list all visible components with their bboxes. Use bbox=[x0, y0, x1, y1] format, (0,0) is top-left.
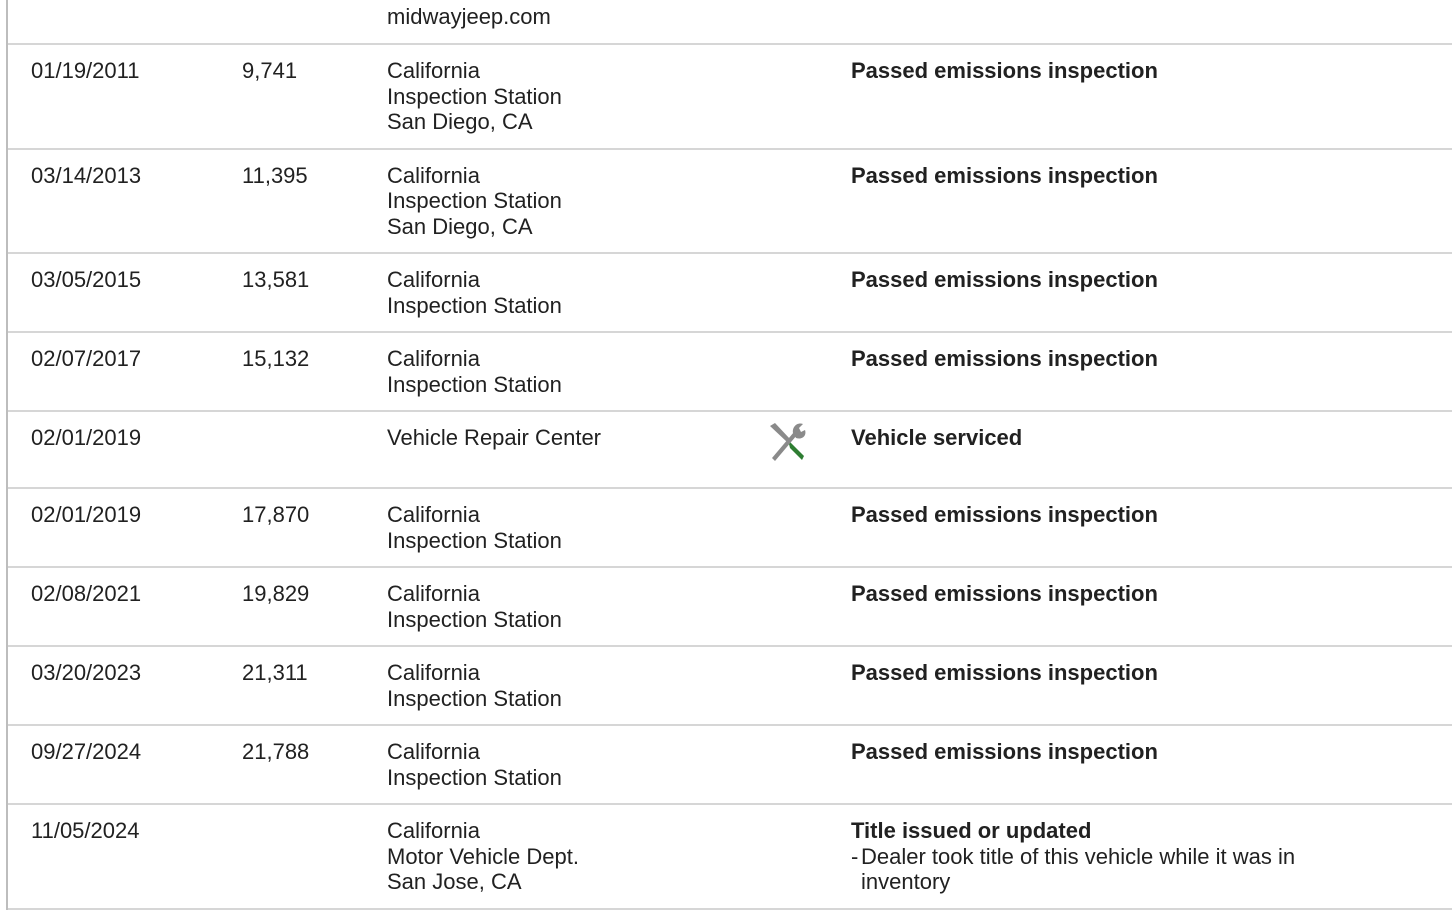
mileage: 15,132 bbox=[242, 346, 310, 371]
comment: Passed emissions inspection bbox=[851, 581, 1351, 607]
comment-title: Passed emissions inspection bbox=[851, 58, 1158, 83]
comment: Passed emissions inspection bbox=[851, 739, 1351, 765]
service-icon bbox=[770, 423, 806, 461]
source-line: Inspection Station bbox=[387, 292, 562, 318]
source-line: California bbox=[387, 58, 480, 83]
date: 01/19/2011 bbox=[31, 58, 140, 83]
comment: Passed emissions inspection bbox=[851, 58, 1351, 84]
comment: Passed emissions inspection bbox=[851, 660, 1351, 686]
history-row: 02/01/2019 Vehicle Repair Center Vehicle s… bbox=[8, 412, 1452, 489]
comment-detail: Dealer took title of this vehicle while … bbox=[851, 844, 1351, 895]
date: 02/01/2019 bbox=[31, 502, 142, 527]
date: 03/14/2013 bbox=[31, 162, 142, 188]
source-line: California bbox=[387, 660, 480, 685]
source-line: Inspection Station bbox=[387, 188, 562, 213]
comment-title: Title issued or updated bbox=[851, 818, 1092, 843]
source-line: San Jose, CA bbox=[387, 869, 522, 894]
source-line: Inspection Station bbox=[387, 606, 562, 632]
history-row: midwayjeep.com bbox=[8, 0, 1452, 45]
source: California Inspection Station bbox=[387, 581, 787, 632]
comment: Passed emissions inspection bbox=[851, 267, 1351, 293]
source-line: midwayjeep.com bbox=[387, 4, 551, 29]
source-line: California bbox=[387, 818, 480, 843]
source: California Inspection Station bbox=[387, 267, 787, 318]
history-row: 03/20/2023 21,311 California Inspection Sta… bbox=[8, 647, 1452, 726]
comment-title: Passed emissions inspection bbox=[851, 502, 1158, 527]
history-row: 02/08/2021 19,829 California Inspection Sta… bbox=[8, 568, 1452, 647]
source-line: Vehicle Repair Center bbox=[387, 425, 602, 450]
mileage: 13,581 bbox=[242, 267, 310, 292]
source: California Inspection Station San Diego, C… bbox=[387, 163, 787, 240]
comment: Title issued or updatedDealer took title… bbox=[851, 818, 1351, 895]
date: 09/27/2024 bbox=[31, 739, 142, 764]
source-line: Inspection Station bbox=[387, 527, 562, 553]
source-line: Motor Vehicle Dept. bbox=[387, 843, 579, 869]
history-row: 02/07/2017 15,132 California Inspection Sta… bbox=[8, 333, 1452, 412]
comment-title: Passed emissions inspection bbox=[851, 267, 1158, 292]
source: California Motor Vehicle Dept. San Jose, C… bbox=[387, 818, 787, 895]
comment-title: Passed emissions inspection bbox=[851, 660, 1158, 685]
comment-title: Vehicle serviced bbox=[851, 425, 1023, 450]
source-line: San Diego, CA bbox=[387, 213, 533, 239]
history-row: 09/27/2024 21,788 California Inspection Sta… bbox=[8, 726, 1452, 805]
source-line: California bbox=[387, 267, 480, 292]
source-line: California bbox=[387, 739, 480, 764]
source-line: Inspection Station bbox=[387, 764, 562, 790]
history-table: midwayjeep.com 01/19/2011 9,741 California I… bbox=[6, 0, 1452, 910]
history-row: 03/05/2015 13,581 California Inspection Sta… bbox=[8, 254, 1452, 333]
source-line: California bbox=[387, 346, 480, 371]
date: 02/08/2021 bbox=[31, 581, 142, 606]
comment-title: Passed emissions inspection bbox=[851, 739, 1158, 764]
source-line: Inspection Station bbox=[387, 371, 562, 397]
comment: Passed emissions inspection bbox=[851, 502, 1351, 528]
comment: Passed emissions inspection bbox=[851, 163, 1351, 189]
mileage: 17,870 bbox=[242, 502, 310, 527]
comment: Vehicle serviced bbox=[851, 425, 1351, 451]
source: California Inspection Station bbox=[387, 660, 787, 711]
date: 02/07/2017 bbox=[31, 346, 142, 371]
date: 11/05/2024 bbox=[31, 818, 140, 843]
date: 03/20/2023 bbox=[31, 660, 142, 685]
mileage: 9,741 bbox=[242, 58, 298, 83]
comment: Passed emissions inspection bbox=[851, 346, 1351, 372]
source-line: California bbox=[387, 581, 480, 606]
comment-title: Passed emissions inspection bbox=[851, 346, 1158, 371]
source-line: California bbox=[387, 162, 480, 188]
mileage: 21,311 bbox=[242, 660, 308, 685]
mileage: 19,829 bbox=[242, 581, 310, 606]
source: California Inspection Station bbox=[387, 502, 787, 553]
date: 03/05/2015 bbox=[31, 267, 142, 292]
comment-title: Passed emissions inspection bbox=[851, 581, 1158, 606]
source-line: Inspection Station bbox=[387, 83, 562, 109]
source-line: California bbox=[387, 502, 480, 527]
source-line: San Diego, CA bbox=[387, 109, 533, 134]
history-row: 11/05/2024 California Motor Vehicle Dept. S… bbox=[8, 805, 1452, 910]
page: {"table": {"rows": [ {"source": ["midway… bbox=[0, 0, 1452, 890]
comment-title: Passed emissions inspection bbox=[851, 162, 1158, 188]
source-line: Inspection Station bbox=[387, 685, 562, 711]
source: California Inspection Station San Diego, C… bbox=[387, 58, 787, 135]
date: 02/01/2019 bbox=[31, 425, 142, 450]
history-row: 03/14/2013 11,395 California Inspection Sta… bbox=[8, 150, 1452, 254]
source: Vehicle Repair Center bbox=[387, 425, 787, 451]
mileage: 21,788 bbox=[242, 739, 310, 764]
history-row: 01/19/2011 9,741 California Inspection Stat… bbox=[8, 45, 1452, 150]
history-row: 02/01/2019 17,870 California Inspection Sta… bbox=[8, 489, 1452, 568]
mileage: 11,395 bbox=[242, 162, 308, 188]
source: California Inspection Station bbox=[387, 739, 787, 790]
source: California Inspection Station bbox=[387, 346, 787, 397]
source: midwayjeep.com bbox=[387, 4, 787, 30]
